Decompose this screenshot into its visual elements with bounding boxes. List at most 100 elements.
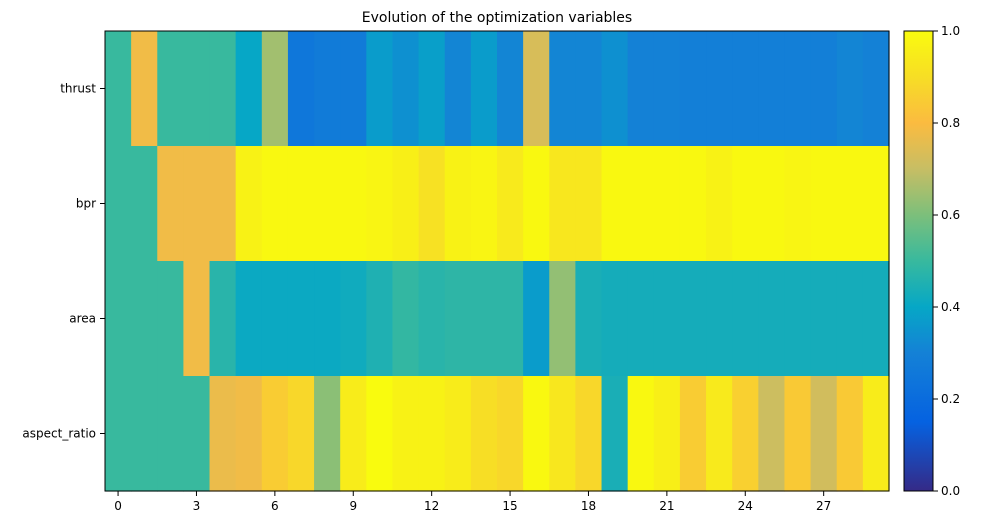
heatmap-cell: [366, 31, 394, 147]
heatmap-cell: [183, 31, 211, 147]
heatmap-cell: [392, 31, 420, 147]
heatmap-cell: [314, 146, 341, 262]
heatmap-cell: [627, 376, 655, 492]
heatmap-cell: [418, 261, 446, 377]
heatmap-cell: [131, 261, 158, 377]
heatmap-cell: [157, 376, 184, 492]
heatmap-cell: [418, 146, 446, 262]
heatmap-cell: [340, 146, 367, 262]
heatmap-cell: [105, 31, 132, 147]
heatmap-cell: [810, 261, 838, 377]
heatmap-cell: [366, 376, 394, 492]
heatmap-cell: [444, 31, 472, 147]
heatmap-cell: [784, 146, 812, 262]
heatmap-cell: [653, 261, 681, 377]
heatmap-cell: [784, 376, 812, 492]
colorbar-tick-label: 0.8: [941, 116, 960, 130]
heatmap-cell: [732, 261, 759, 377]
heatmap-cell: [784, 261, 812, 377]
heatmap-cell: [862, 146, 890, 262]
x-tick-label: 0: [114, 499, 122, 513]
heatmap-cell: [444, 146, 472, 262]
heatmap-cell: [392, 146, 420, 262]
heatmap-cell: [601, 261, 629, 377]
heatmap-cell: [601, 146, 629, 262]
heatmap-cell: [706, 376, 733, 492]
heatmap-cell: [575, 376, 603, 492]
heatmap-cell: [157, 31, 184, 147]
heatmap-cell: [627, 31, 655, 147]
y-tick-label: aspect_ratio: [22, 427, 96, 441]
heatmap-cell: [105, 261, 132, 377]
heatmap-cell: [366, 261, 394, 377]
heatmap-cell: [836, 376, 864, 492]
heatmap-cell: [287, 31, 315, 147]
colorbar-tick-label: 0.2: [941, 392, 960, 406]
heatmap-cell: [235, 146, 263, 262]
heatmap-cell: [706, 31, 733, 147]
colorbar-tick-label: 0.0: [941, 484, 960, 498]
heatmap-cell: [862, 31, 890, 147]
heatmap-cell: [183, 261, 211, 377]
heatmap-cell: [209, 261, 237, 377]
heatmap-cells: [105, 31, 890, 492]
heatmap-cell: [679, 31, 707, 147]
heatmap-cell: [235, 261, 263, 377]
heatmap-cell: [784, 31, 812, 147]
plot-frame: [104, 30, 890, 492]
heatmap-cell: [601, 376, 629, 492]
heatmap-cell: [758, 261, 786, 377]
heatmap-cell: [131, 146, 158, 262]
heatmap-cell: [261, 146, 289, 262]
heatmap-cell: [183, 376, 211, 492]
x-tick-label: 15: [502, 499, 517, 513]
heatmap-cell: [810, 146, 838, 262]
heatmap-cell: [392, 261, 420, 377]
heatmap-cell: [732, 146, 759, 262]
heatmap-cell: [732, 31, 759, 147]
heatmap-cell: [287, 146, 315, 262]
heatmap-cell: [392, 376, 420, 492]
heatmap-cell: [758, 146, 786, 262]
heatmap-cell: [523, 376, 550, 492]
heatmap-cell: [497, 376, 524, 492]
heatmap-cell: [836, 261, 864, 377]
heatmap-cell: [497, 146, 524, 262]
heatmap-cell: [131, 31, 158, 147]
heatmap-cell: [523, 31, 550, 147]
heatmap-cell: [157, 146, 184, 262]
heatmap-cell: [549, 31, 576, 147]
x-tick-label: 21: [659, 499, 674, 513]
heatmap-cell: [810, 376, 838, 492]
heatmap-cell: [340, 31, 367, 147]
heatmap-cell: [340, 376, 367, 492]
heatmap-cell: [706, 261, 733, 377]
heatmap-cell: [418, 31, 446, 147]
y-tick-label: thrust: [60, 82, 96, 96]
x-tick-label: 6: [271, 499, 279, 513]
heatmap-cell: [444, 376, 472, 492]
heatmap-cell: [523, 261, 550, 377]
x-tick-label: 18: [581, 499, 596, 513]
heatmap-cell: [209, 31, 237, 147]
heatmap-cell: [470, 376, 498, 492]
colorbar: [903, 30, 934, 492]
heatmap-cell: [653, 376, 681, 492]
heatmap-cell: [758, 376, 786, 492]
heatmap-cell: [679, 261, 707, 377]
heatmap-cell: [131, 376, 158, 492]
heatmap-cell: [862, 376, 890, 492]
heatmap-cell: [653, 146, 681, 262]
heatmap-cell: [366, 146, 394, 262]
x-tick-label: 9: [349, 499, 357, 513]
heatmap-cell: [497, 261, 524, 377]
heatmap-cell: [105, 146, 132, 262]
heatmap-cell: [549, 146, 576, 262]
colorbar-tick-label: 0.6: [941, 208, 960, 222]
heatmap-cell: [549, 261, 576, 377]
x-axis: 0 3 6 9 12 15 18 21 24 27: [114, 491, 831, 513]
chart-title: Evolution of the optimization variables: [362, 10, 632, 26]
heatmap-cell: [679, 146, 707, 262]
y-axis: thrust bpr area aspect_ratio: [22, 82, 105, 441]
